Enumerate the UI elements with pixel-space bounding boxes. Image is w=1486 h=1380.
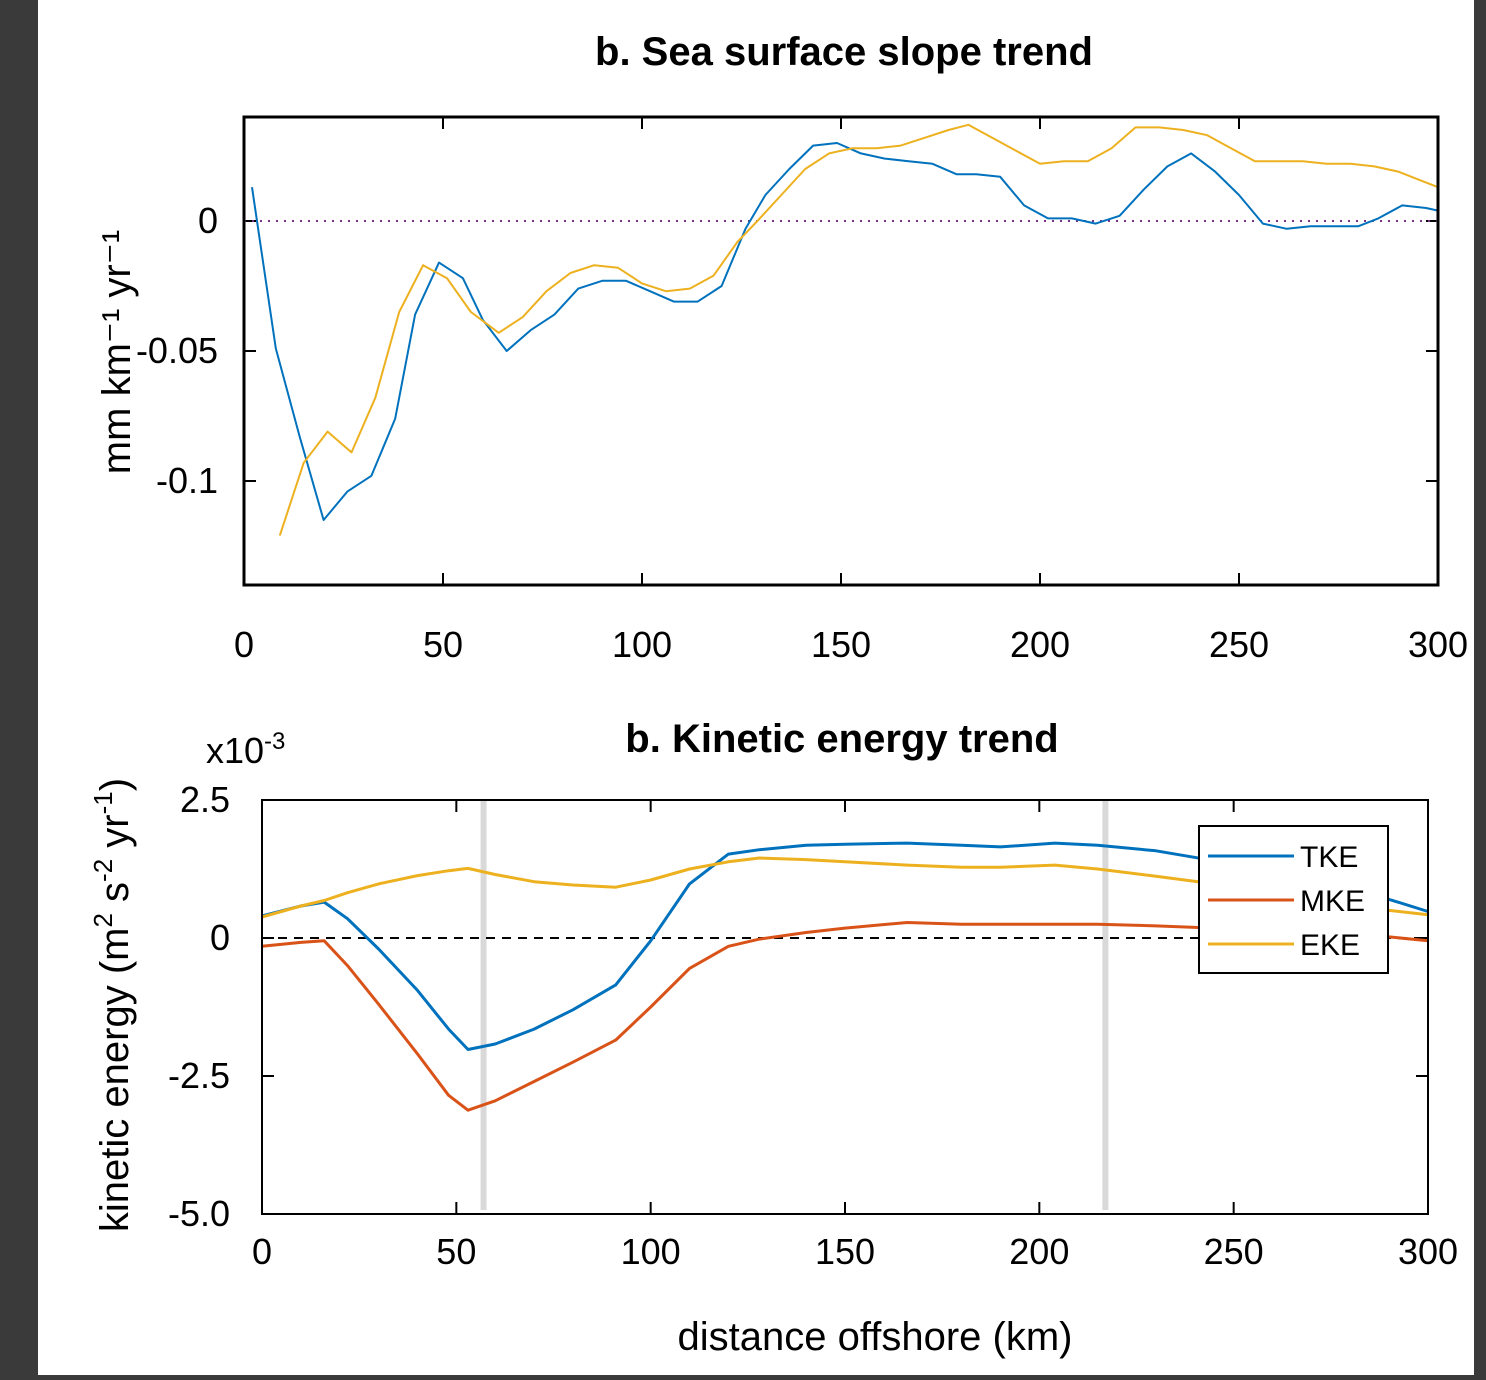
sea-surface-slope-chart: b. Sea surface slope trend 0 50 100 150 200 2…	[95, 30, 1468, 665]
ytick-label: -2.5	[168, 1055, 230, 1096]
chart2-ylabel: kinetic energy (m2 s-2 yr-1)	[88, 778, 137, 1232]
legend-label-eke: EKE	[1300, 929, 1360, 962]
legend-label-mke: MKE	[1300, 885, 1365, 918]
ytick-label: 0	[198, 200, 218, 241]
xtick-label: 0	[234, 624, 254, 665]
chart1-ticks: 0 50 100 150 200 250 300 -0.1 -0.05 0	[136, 117, 1468, 665]
xtick-label: 0	[252, 1231, 272, 1272]
chart1-title: b. Sea surface slope trend	[595, 30, 1093, 74]
xtick-label: 300	[1408, 624, 1468, 665]
series-line-tke	[261, 841, 1429, 1051]
xtick-label: 250	[1204, 1231, 1264, 1272]
xtick-label: 200	[1010, 624, 1070, 665]
xtick-label: 50	[423, 624, 463, 665]
figure-panel: b. Sea surface slope trend 0 50 100 150 200 2…	[38, 0, 1474, 1375]
chart1-series	[244, 123, 1439, 536]
xtick-label: 100	[612, 624, 672, 665]
chart2-title: b. Kinetic energy trend	[625, 717, 1058, 761]
xtick-label: 150	[815, 1231, 875, 1272]
chart1-ylabel: mm km⁻¹ yr⁻¹	[95, 230, 139, 474]
ytick-label: 2.5	[180, 779, 230, 820]
chart2-series	[261, 841, 1429, 1112]
xtick-label: 250	[1209, 624, 1269, 665]
series-line-1	[251, 142, 1439, 521]
chart2-axes-box	[261, 799, 1429, 1215]
xtick-label: 200	[1009, 1231, 1069, 1272]
kinetic-energy-chart: b. Kinetic energy trend x10-3 0 50 100 150 2…	[88, 717, 1458, 1359]
ytick-label: -0.05	[136, 330, 218, 371]
chart2-scale-label: x10-3	[206, 728, 285, 771]
xtick-label: 50	[436, 1231, 476, 1272]
series-line-2	[278, 123, 1439, 536]
xtick-label: 100	[621, 1231, 681, 1272]
chart2-vertical-lines	[480, 800, 1109, 1210]
legend-label-tke: TKE	[1300, 841, 1358, 874]
chart2-legend: TKE MKE EKE	[1198, 825, 1389, 974]
xtick-label: 300	[1398, 1231, 1458, 1272]
series-line-eke	[261, 856, 1429, 919]
ytick-label: -5.0	[168, 1193, 230, 1234]
ytick-label: 0	[210, 917, 230, 958]
series-line-mke	[261, 921, 1429, 1112]
chart2-xlabel: distance offshore (km)	[678, 1315, 1073, 1359]
figure-svg: b. Sea surface slope trend 0 50 100 150 200 2…	[88, 30, 1468, 1359]
chart1-axes-box	[242, 115, 1440, 587]
ytick-label: -0.1	[156, 460, 218, 501]
xtick-label: 150	[811, 624, 871, 665]
